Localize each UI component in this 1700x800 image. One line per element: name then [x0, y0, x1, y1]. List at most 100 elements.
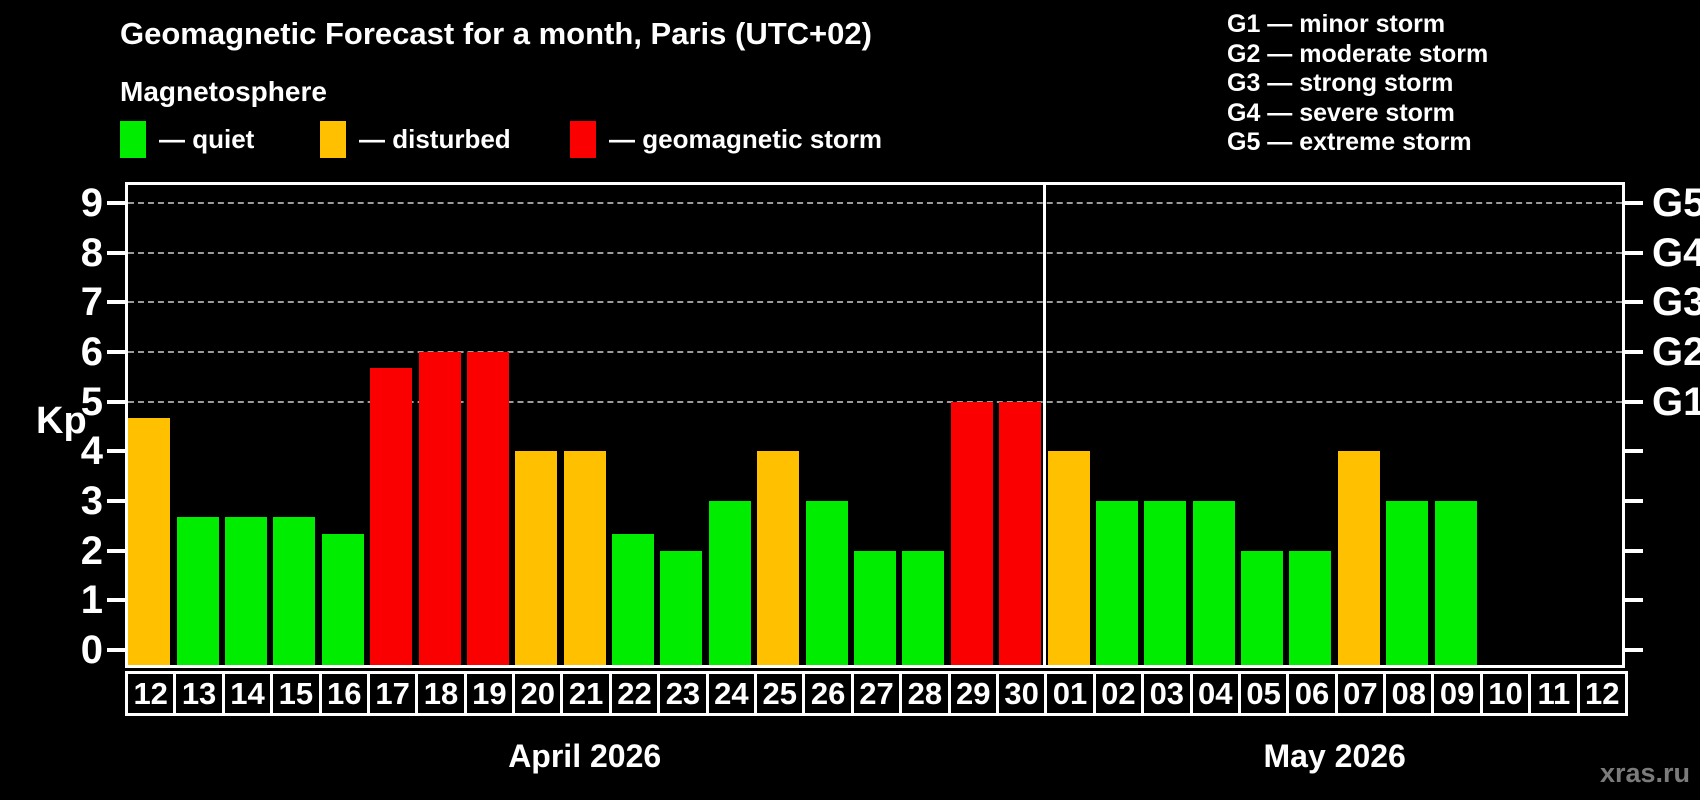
- right-axis-tick-3: [1625, 499, 1643, 504]
- y-axis-tick-5: [107, 399, 125, 404]
- kp-bar-april-12: [128, 418, 171, 665]
- storm-swatch-icon: [570, 120, 596, 158]
- month-divider: [1042, 185, 1046, 665]
- y-axis-label-7: 7: [80, 280, 103, 325]
- day-cell-april-18: 18: [415, 671, 467, 716]
- g3-legend-line: G3 — strong storm: [1227, 69, 1454, 97]
- day-cell-may-08: 08: [1383, 671, 1435, 716]
- right-axis-tick-8: [1625, 250, 1643, 255]
- y-axis-label-0: 0: [80, 628, 103, 673]
- g-level-label-g5: G5: [1652, 180, 1700, 225]
- kp-bar-april-21: [563, 451, 606, 665]
- y-axis-label-8: 8: [80, 230, 103, 275]
- day-cell-may-11: 11: [1528, 671, 1580, 716]
- kp-bar-may-05: [1241, 550, 1284, 665]
- kp-bar-april-20: [515, 451, 558, 665]
- kp-bar-april-23: [660, 550, 703, 665]
- month-label-april: April 2026: [508, 738, 662, 774]
- right-axis-tick-0: [1625, 648, 1643, 653]
- g-level-label-g2: G2: [1652, 329, 1700, 374]
- day-cell-may-09: 09: [1431, 671, 1483, 716]
- day-cell-april-13: 13: [173, 671, 225, 716]
- kp-bar-april-28: [902, 550, 945, 665]
- kp-bar-april-14: [224, 517, 267, 665]
- kp-bar-april-18: [418, 351, 461, 665]
- day-cell-april-28: 28: [899, 671, 951, 716]
- right-axis-tick-6: [1625, 349, 1643, 354]
- right-axis-tick-7: [1625, 300, 1643, 305]
- disturbed-swatch-icon: [320, 120, 346, 158]
- g-level-label-g1: G1: [1652, 379, 1700, 424]
- day-cell-april-23: 23: [657, 671, 709, 716]
- gridline-kp7: [128, 301, 1622, 304]
- g4-legend-line: G4 — severe storm: [1227, 98, 1455, 127]
- day-cell-may-12: 12: [1576, 671, 1628, 716]
- g-scale-legend: G1 — minor storm G2 — moderate storm G3 …: [1227, 10, 1488, 158]
- kp-bar-april-26: [805, 501, 848, 665]
- right-axis-tick-5: [1625, 399, 1643, 404]
- kp-bar-may-06: [1289, 550, 1332, 665]
- day-cell-may-04: 04: [1189, 671, 1241, 716]
- day-cell-may-01: 01: [1044, 671, 1096, 716]
- gridline-kp8: [128, 251, 1622, 254]
- day-cell-april-26: 26: [802, 671, 854, 716]
- gridline-kp6: [128, 350, 1622, 353]
- kp-bar-april-22: [612, 534, 655, 665]
- kp-bar-april-17: [370, 368, 413, 665]
- kp-bar-may-09: [1434, 501, 1477, 665]
- y-axis-label-5: 5: [80, 379, 103, 424]
- kp-bar-may-07: [1337, 451, 1380, 665]
- quiet-swatch-icon: [120, 120, 146, 158]
- day-cell-may-10: 10: [1479, 671, 1532, 716]
- kp-bar-april-16: [321, 534, 364, 665]
- day-cell-april-17: 17: [366, 671, 419, 716]
- day-cell-april-29: 29: [947, 671, 999, 716]
- y-axis-tick-8: [107, 250, 125, 255]
- y-axis-tick-3: [107, 499, 125, 504]
- y-axis-tick-0: [107, 648, 125, 653]
- g-level-label-g4: G4: [1652, 230, 1700, 275]
- y-axis-title: Kp: [36, 400, 87, 443]
- y-axis-tick-4: [107, 449, 125, 454]
- y-axis-tick-7: [107, 300, 125, 305]
- legend-item-storm: — geomagnetic storm: [570, 120, 882, 158]
- day-cell-april-20: 20: [512, 671, 564, 716]
- kp-bar-april-15: [273, 517, 316, 665]
- day-cell-april-27: 27: [850, 671, 903, 716]
- kp-bar-may-03: [1144, 501, 1187, 665]
- kp-bar-april-27: [854, 550, 896, 665]
- legend-label-quiet: — quiet: [159, 123, 255, 154]
- kp-bar-may-08: [1386, 501, 1429, 665]
- day-cell-april-14: 14: [221, 671, 274, 716]
- right-axis-tick-9: [1625, 200, 1643, 205]
- y-axis-label-4: 4: [80, 429, 103, 474]
- day-cell-may-02: 02: [1092, 671, 1145, 716]
- legend-item-quiet: — quiet: [120, 120, 254, 158]
- y-axis-label-1: 1: [80, 578, 103, 623]
- month-label-may: May 2026: [1263, 738, 1406, 774]
- y-axis-label-6: 6: [80, 329, 103, 374]
- gridline-kp9: [128, 201, 1622, 204]
- kp-bar-april-29: [950, 401, 993, 665]
- day-cell-april-16: 16: [318, 671, 370, 716]
- kp-bar-may-04: [1192, 501, 1235, 665]
- legend-label-disturbed: — disturbed: [359, 123, 511, 154]
- y-axis-label-3: 3: [80, 479, 103, 524]
- watermark: xras.ru: [1599, 758, 1690, 788]
- y-axis-tick-2: [107, 548, 125, 553]
- g-level-label-g3: G3: [1652, 280, 1700, 325]
- kp-bar-may-02: [1095, 501, 1138, 665]
- day-cell-april-15: 15: [270, 671, 322, 716]
- day-cell-april-12: 12: [125, 671, 177, 716]
- day-cell-april-22: 22: [608, 671, 661, 716]
- day-cell-april-21: 21: [560, 671, 612, 716]
- plot-area: [125, 182, 1625, 668]
- y-axis-tick-1: [107, 598, 125, 603]
- kp-bar-april-19: [466, 351, 509, 665]
- legend-item-disturbed: — disturbed: [320, 120, 511, 158]
- g1-legend-line: G1 — minor storm: [1227, 10, 1446, 38]
- kp-bar-april-25: [757, 451, 800, 665]
- y-axis-label-9: 9: [80, 180, 103, 225]
- right-axis-tick-2: [1625, 548, 1643, 553]
